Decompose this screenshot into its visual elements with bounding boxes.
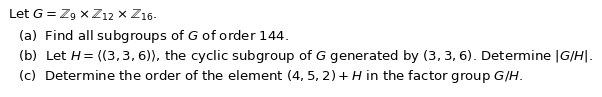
Text: (b)  Let $H = \langle(3, 3, 6)\rangle$, the cyclic subgroup of $G$ generated by : (b) Let $H = \langle(3, 3, 6)\rangle$, t…: [18, 48, 593, 65]
Text: (c)  Determine the order of the element $(4, 5, 2) + H$ in the factor group $G/H: (c) Determine the order of the element $…: [18, 68, 523, 85]
Text: (a)  Find all subgroups of $G$ of order 144.: (a) Find all subgroups of $G$ of order 1…: [18, 28, 289, 45]
Text: Let $G = \mathbb{Z}_9 \times \mathbb{Z}_{12} \times \mathbb{Z}_{16}$.: Let $G = \mathbb{Z}_9 \times \mathbb{Z}_…: [8, 8, 157, 23]
